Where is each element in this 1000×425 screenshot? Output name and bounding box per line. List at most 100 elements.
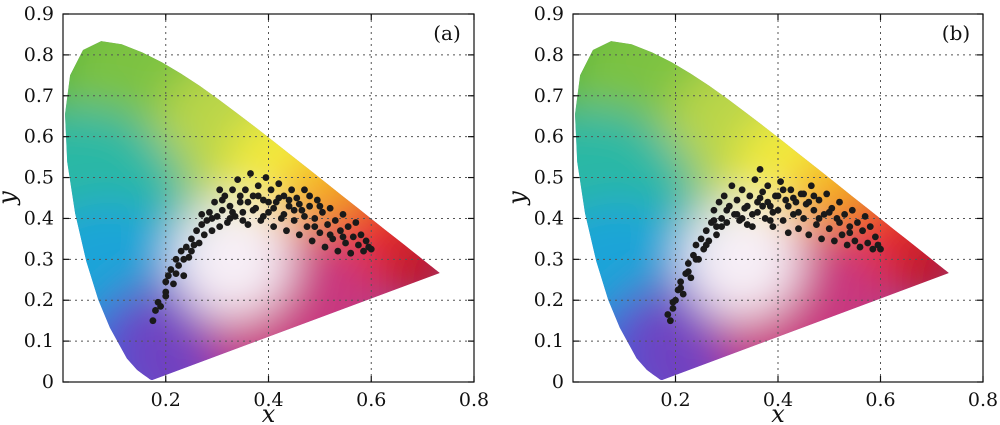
y-tick-label: 0.2 xyxy=(24,289,54,311)
scatter-point xyxy=(218,196,226,204)
scatter-point xyxy=(167,266,175,273)
scatter-point xyxy=(331,217,339,224)
scatter-point xyxy=(774,206,782,214)
scatter-point xyxy=(254,182,262,190)
scatter-point xyxy=(285,202,293,210)
grid-b xyxy=(573,13,983,382)
x-axis-label-a: x xyxy=(262,400,276,425)
scatter-point xyxy=(756,194,764,202)
scatter-point xyxy=(756,165,764,173)
chart-panel-b: 0.2 0.4 0.6 0.8 0 0.1 0.2 0.3 0.4 0.5 0.6 0.7 0.8 0.9… xyxy=(503,3,998,425)
scatter-point xyxy=(769,223,777,231)
scatter-point xyxy=(846,229,854,237)
scatter-point xyxy=(298,206,306,214)
y-tick-label: 0.3 xyxy=(534,248,564,270)
scatter-point xyxy=(208,215,216,222)
scatter-point xyxy=(733,210,741,218)
y-tick-label: 0 xyxy=(552,371,564,393)
color-region-a-6 xyxy=(382,227,440,308)
scatter-point xyxy=(869,245,877,253)
scatter-point xyxy=(779,186,787,194)
scatter-point xyxy=(270,223,278,231)
scatter-point xyxy=(830,237,838,245)
scatter-point xyxy=(288,186,296,194)
x-tick-label: 0.2 xyxy=(660,389,690,411)
scatter-point xyxy=(743,221,751,228)
scatter-point xyxy=(213,213,221,220)
scatter-points-a xyxy=(149,170,375,325)
scatter-point xyxy=(664,311,672,318)
scatter-point xyxy=(738,186,746,194)
scatter-point xyxy=(267,186,275,194)
scatter-point xyxy=(679,290,687,298)
scatter-point xyxy=(713,231,720,239)
scatter-point xyxy=(759,188,767,196)
scatter-point xyxy=(164,272,172,280)
scatter-point xyxy=(344,223,352,231)
scatter-point xyxy=(326,204,334,212)
scatter-point xyxy=(825,208,833,216)
scatter-point xyxy=(807,182,815,190)
scatter-point xyxy=(259,213,267,220)
scatter-point xyxy=(334,247,342,255)
y-tick-label: 0.5 xyxy=(24,167,54,189)
scatter-point xyxy=(239,217,247,224)
scatter-point xyxy=(190,241,198,249)
scatter-point xyxy=(813,221,820,228)
scatter-point xyxy=(149,317,157,325)
scatter-point xyxy=(789,210,797,218)
scatter-point xyxy=(229,208,236,216)
y-tick-label: 0.8 xyxy=(24,44,54,66)
scatter-point xyxy=(295,200,303,208)
scatter-point xyxy=(748,210,756,218)
scatter-point xyxy=(200,231,208,239)
scatter-point xyxy=(177,247,185,255)
scatter-point xyxy=(198,221,206,228)
scatter-point xyxy=(152,307,159,314)
scatter-point xyxy=(836,198,843,206)
y-tick-label: 0.3 xyxy=(24,248,54,270)
scatter-point xyxy=(861,213,869,220)
scatter-point xyxy=(349,233,357,241)
scatter-point xyxy=(841,210,849,218)
scatter-point xyxy=(185,253,193,261)
scatter-point xyxy=(789,194,797,202)
scatter-point xyxy=(784,202,792,210)
scatter-point xyxy=(316,229,324,237)
scatter-point xyxy=(280,210,288,218)
scatter-point xyxy=(720,192,728,200)
scatter-point xyxy=(843,241,851,249)
ticks-a: 0.2 0.4 0.6 0.8 0 0.1 0.2 0.3 0.4 0.5 0.6 0.7 0.8 0.9 xyxy=(24,3,489,411)
scatter-point xyxy=(815,196,823,204)
scatter-point xyxy=(283,227,290,235)
scatter-point xyxy=(270,204,278,212)
scatter-point xyxy=(308,237,316,245)
scatter-point xyxy=(684,260,692,267)
scatter-point xyxy=(193,227,200,235)
scatter-point xyxy=(692,255,700,263)
x-axis-label-b: x xyxy=(771,400,785,425)
y-tick-label: 0.7 xyxy=(24,85,54,107)
scatter-point xyxy=(259,196,267,204)
scatter-point xyxy=(713,223,720,231)
scatter-point xyxy=(218,206,226,214)
scatter-point xyxy=(702,241,710,249)
scatter-point xyxy=(854,219,861,226)
scatter-point xyxy=(244,221,252,228)
scatter-point xyxy=(669,305,677,312)
scatter-point xyxy=(324,221,331,228)
scatter-point xyxy=(800,190,808,198)
scatter-point xyxy=(326,231,334,239)
scatter-point xyxy=(216,186,224,194)
scatter-point xyxy=(787,186,795,194)
scatter-point xyxy=(254,192,262,200)
scatter-point xyxy=(751,176,759,184)
scatter-point xyxy=(290,217,298,224)
scatter-point xyxy=(229,186,236,194)
x-tick-label: 0.4 xyxy=(253,389,283,411)
y-tick-label: 0 xyxy=(42,371,54,393)
scatter-point xyxy=(715,198,723,206)
scatter-point xyxy=(848,206,856,214)
scatter-point xyxy=(859,227,866,235)
y-tick-label: 0.9 xyxy=(534,3,564,25)
